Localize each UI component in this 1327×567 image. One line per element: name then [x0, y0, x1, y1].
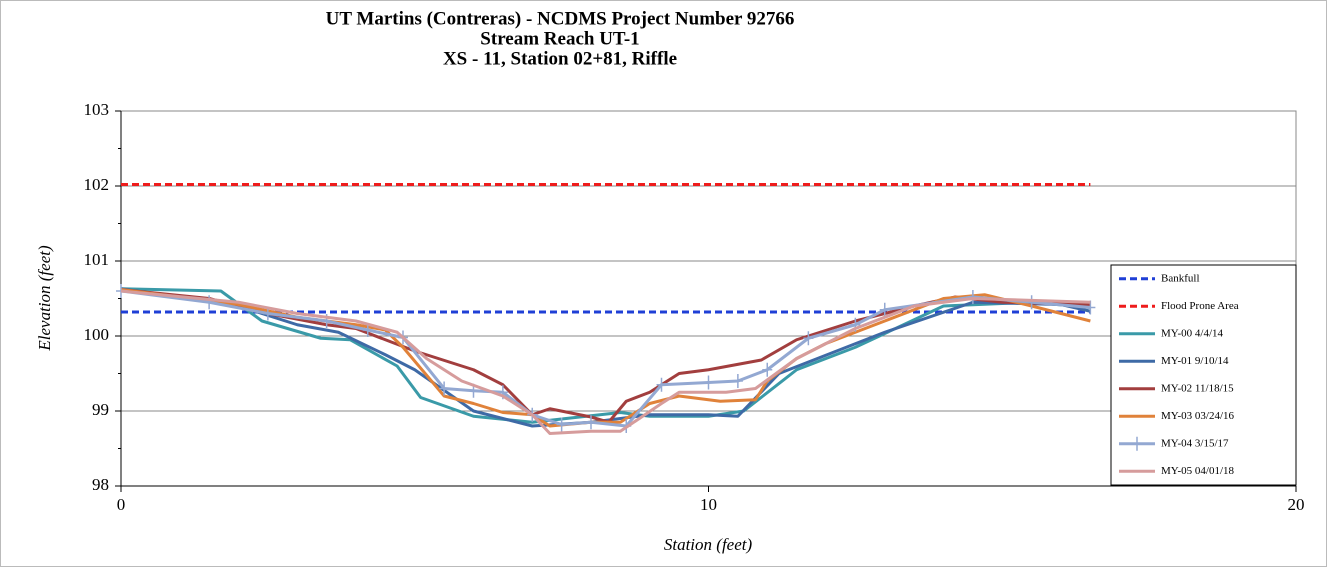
chart-title: XS - 11, Station 02+81, Riffle: [443, 48, 677, 69]
marker: [732, 374, 743, 388]
legend-label: MY-05 04/01/18: [1161, 465, 1235, 477]
legend-label: MY-02 11/18/15: [1161, 382, 1234, 394]
marker: [1085, 300, 1096, 315]
marker: [656, 377, 667, 392]
y-tick-label: 98: [92, 475, 109, 494]
series-line: [120, 287, 1091, 424]
x-tick-label: 0: [117, 495, 126, 514]
y-tick-label: 102: [84, 175, 110, 194]
marker: [879, 302, 890, 317]
legend-label: MY-01 9/10/14: [1161, 355, 1229, 367]
legend-label: MY-00 4/4/14: [1161, 327, 1224, 339]
legend-marker: [1132, 436, 1142, 451]
y-tick-label: 101: [84, 250, 110, 269]
marker: [762, 362, 773, 377]
legend-label: Flood Prone Area: [1161, 300, 1239, 312]
legend-label: MY-04 3/15/17: [1161, 437, 1229, 449]
marker: [556, 417, 567, 432]
x-axis-label: Station (feet): [664, 535, 753, 554]
y-tick-label: 99: [92, 400, 109, 419]
marker: [586, 415, 596, 430]
marker: [439, 381, 450, 396]
legend-label: Bankfull: [1161, 272, 1200, 284]
y-tick-label: 103: [84, 100, 110, 119]
chart-title: Stream Reach UT-1: [480, 28, 639, 49]
x-tick-label: 20: [1288, 495, 1305, 514]
x-tick-label: 10: [700, 495, 717, 514]
marker: [204, 295, 215, 310]
chart-title: UT Martins (Contreras) - NCDMS Project N…: [326, 8, 795, 29]
y-tick-label: 100: [84, 325, 110, 344]
series-line: [120, 289, 1091, 435]
legend-label: MY-03 03/24/16: [1161, 410, 1235, 422]
marker: [803, 331, 814, 346]
y-axis-label: Elevation (feet): [35, 245, 54, 352]
legend: [1110, 264, 1297, 486]
marker: [1026, 295, 1037, 310]
plot-area: [120, 110, 1297, 487]
marker: [703, 375, 714, 390]
